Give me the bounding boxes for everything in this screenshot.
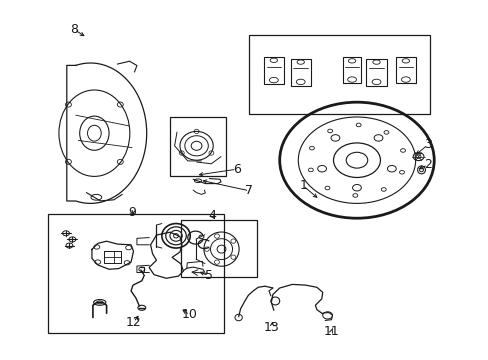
Text: 6: 6 <box>232 163 240 176</box>
Text: 7: 7 <box>245 184 253 197</box>
Bar <box>264 57 283 84</box>
Text: 9: 9 <box>128 206 136 219</box>
Bar <box>48 214 224 333</box>
Bar <box>249 35 429 114</box>
Text: 11: 11 <box>323 325 339 338</box>
Text: 4: 4 <box>208 209 216 222</box>
Bar <box>395 57 415 83</box>
Bar <box>170 117 226 176</box>
Bar <box>366 58 386 85</box>
Text: 12: 12 <box>125 316 141 329</box>
Text: 1: 1 <box>299 179 306 192</box>
Text: 8: 8 <box>70 23 78 36</box>
Text: 2: 2 <box>423 158 431 171</box>
Text: 3: 3 <box>423 138 431 151</box>
Text: 10: 10 <box>182 309 197 321</box>
Bar <box>342 57 361 83</box>
Text: 5: 5 <box>204 269 212 282</box>
Text: 13: 13 <box>264 321 279 334</box>
Bar <box>290 58 310 85</box>
Bar <box>181 220 256 277</box>
